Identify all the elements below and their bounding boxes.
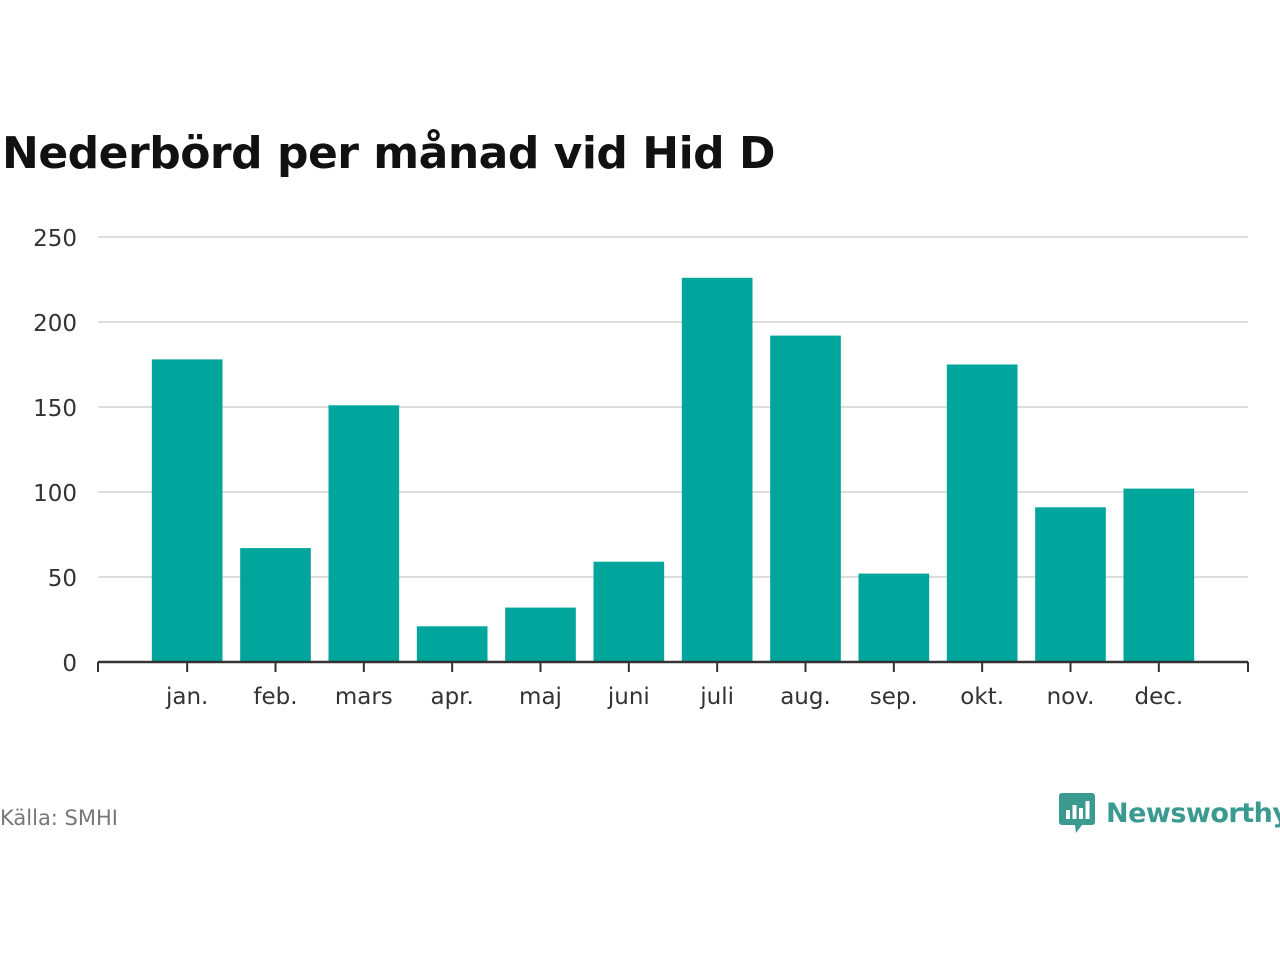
y-tick-label: 150 (33, 396, 77, 422)
bar-okt (946, 364, 1018, 662)
bars (151, 277, 1195, 662)
x-tick-label: mars (335, 684, 393, 710)
source-note: Källa: SMHI (0, 806, 118, 830)
bar-dec (1123, 488, 1195, 662)
y-tick-label: 50 (48, 566, 77, 592)
brand-name: Newsworthy (1106, 797, 1280, 829)
bar-sep (858, 573, 930, 662)
bar-feb (240, 548, 311, 662)
axes (97, 660, 1249, 672)
y-tick-labels: 0 50 100 150 200 250 (33, 226, 77, 677)
brand: Newsworthy (1058, 790, 1280, 836)
x-tick-label: okt. (960, 684, 1004, 710)
x-tick-label: maj (519, 684, 562, 710)
bar-aug (770, 335, 841, 662)
bar-maj (505, 607, 576, 662)
bar-juli (681, 277, 753, 662)
y-tick-label: 250 (33, 226, 77, 252)
chart-title: Nederbörd per månad vid Hid D (2, 128, 776, 179)
newsworthy-logo-icon (1059, 793, 1095, 833)
x-tick-label: sep. (870, 684, 918, 710)
bar-apr (416, 626, 488, 662)
x-tick-label: jan. (165, 684, 208, 710)
bar-nov (1035, 507, 1106, 662)
x-tick-label: juli (699, 684, 734, 710)
y-tick-label: 200 (33, 311, 77, 337)
x-tick-label: feb. (253, 684, 297, 710)
x-tick-label: nov. (1047, 684, 1095, 710)
x-tick-label: dec. (1134, 684, 1183, 710)
x-tick-label: apr. (430, 684, 473, 710)
bar-mars (328, 405, 400, 662)
y-tick-label: 0 (62, 651, 77, 677)
x-tick-label: juni (607, 684, 650, 710)
x-tick-labels: jan. feb. mars apr. maj juni juli aug. sep. okt. n… (165, 684, 1183, 710)
bar-jan (151, 359, 223, 662)
bar-juni (593, 561, 665, 662)
y-tick-label: 100 (33, 481, 77, 507)
x-tick-label: aug. (780, 684, 831, 710)
